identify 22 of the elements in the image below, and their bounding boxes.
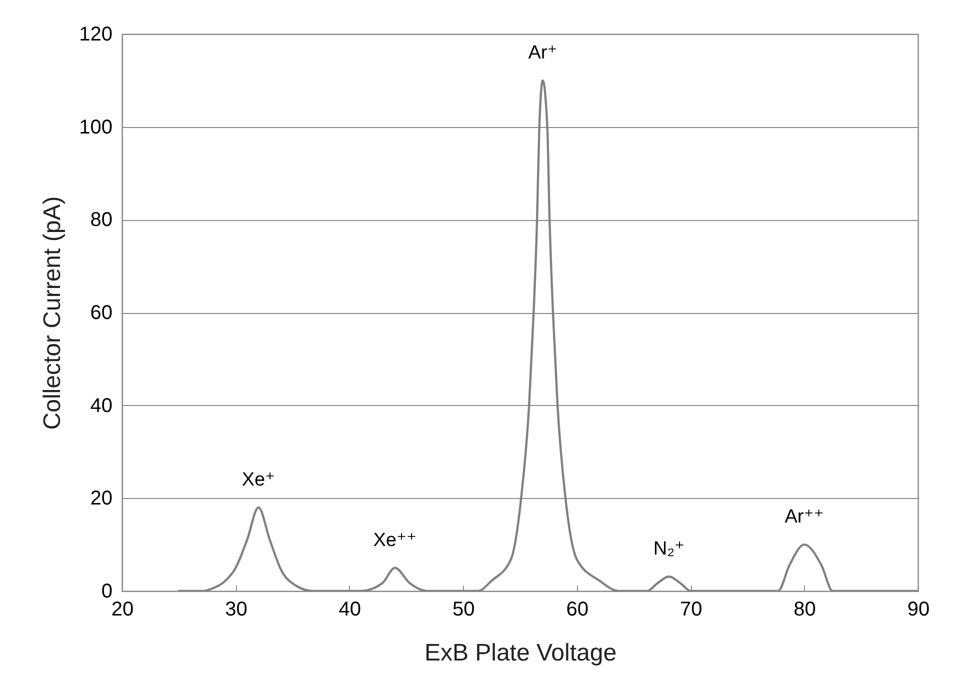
x-tick-label: 80 bbox=[794, 598, 816, 620]
y-tick-label: 80 bbox=[90, 209, 112, 232]
annotation: Xe⁺ bbox=[242, 469, 276, 490]
annotation: Ar⁺⁺ bbox=[784, 506, 824, 528]
annotation: N₂⁺ bbox=[653, 538, 685, 560]
y-tick-label: 100 bbox=[79, 116, 112, 138]
x-axis-title: ExB Plate Voltage bbox=[424, 640, 617, 666]
x-tick-label: 60 bbox=[566, 598, 588, 620]
y-tick-label: 40 bbox=[90, 394, 112, 417]
y-tick-label: 60 bbox=[90, 302, 112, 324]
x-tick-label: 40 bbox=[338, 598, 362, 620]
x-tick-label: 50 bbox=[452, 598, 475, 620]
y-tick-label: 20 bbox=[90, 488, 112, 510]
x-tick-label: 90 bbox=[907, 598, 930, 620]
y-tick-label: 0 bbox=[101, 580, 112, 602]
annotation: Xe⁺⁺ bbox=[373, 530, 417, 551]
annotation: Ar⁺ bbox=[528, 42, 558, 64]
x-tick-label: 20 bbox=[111, 598, 134, 620]
y-tick-label: 120 bbox=[79, 24, 112, 46]
x-tick-label: 30 bbox=[225, 598, 248, 620]
y-axis-title: Collector Current (pA) bbox=[39, 196, 66, 430]
x-tick-label: 70 bbox=[680, 598, 702, 620]
